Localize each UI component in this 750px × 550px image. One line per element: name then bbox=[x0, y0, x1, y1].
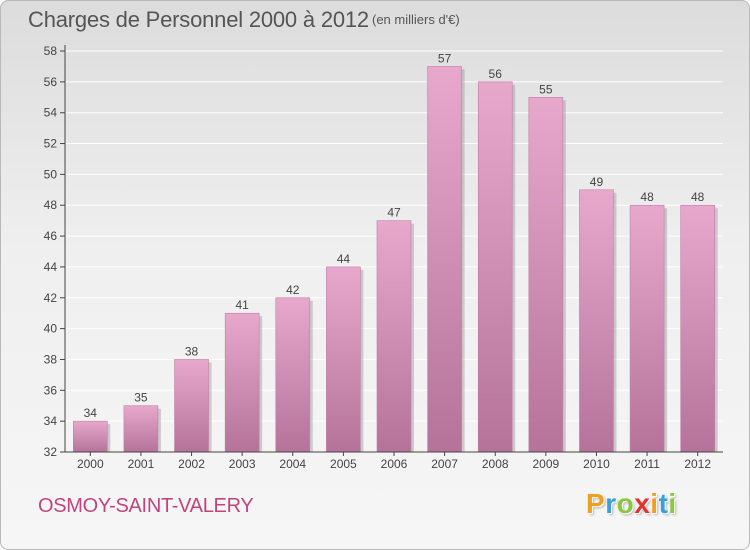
y-tick-label: 58 bbox=[44, 44, 58, 58]
x-tick-label: 2004 bbox=[279, 457, 306, 471]
data-label: 34 bbox=[84, 406, 98, 420]
y-tick-label: 46 bbox=[44, 229, 58, 243]
proxiti-logo: Proxiti bbox=[586, 488, 677, 520]
y-tick-label: 44 bbox=[44, 260, 58, 274]
bar bbox=[73, 420, 108, 453]
chart-title: Charges de Personnel 2000 à 2012 bbox=[28, 7, 369, 32]
y-tick-label: 34 bbox=[44, 414, 58, 428]
x-tick-label: 2003 bbox=[229, 457, 256, 471]
data-label: 49 bbox=[590, 175, 604, 189]
logo-letter: i bbox=[650, 488, 659, 519]
bar bbox=[680, 204, 715, 453]
y-tick-label: 32 bbox=[44, 445, 58, 459]
y-tick-label: 48 bbox=[44, 198, 58, 212]
x-tick-label: 2000 bbox=[77, 457, 104, 471]
bar bbox=[579, 189, 614, 453]
x-tick-label: 2001 bbox=[128, 457, 155, 471]
x-tick-label: 2009 bbox=[532, 457, 559, 471]
data-label: 44 bbox=[337, 252, 351, 266]
x-tick-label: 2010 bbox=[583, 457, 610, 471]
data-label: 55 bbox=[539, 82, 553, 96]
data-label: 57 bbox=[438, 51, 452, 65]
logo-letter: i bbox=[668, 488, 677, 519]
x-tick-label: 2005 bbox=[330, 457, 357, 471]
y-tick-label: 54 bbox=[44, 106, 58, 120]
x-tick-label: 2006 bbox=[381, 457, 408, 471]
commune-name: OSMOY-SAINT-VALERY bbox=[38, 495, 254, 517]
bar bbox=[427, 66, 462, 453]
data-label: 42 bbox=[286, 283, 300, 297]
y-tick-label: 36 bbox=[44, 383, 58, 397]
y-tick-label: 52 bbox=[44, 137, 58, 151]
bar bbox=[275, 297, 311, 453]
logo-letter: P bbox=[586, 488, 606, 519]
data-label: 56 bbox=[489, 67, 503, 81]
data-label: 48 bbox=[640, 190, 654, 204]
x-tick-label: 2007 bbox=[431, 457, 458, 471]
x-tick-label: 2002 bbox=[178, 457, 205, 471]
logo-letter: r bbox=[605, 488, 617, 519]
bar bbox=[629, 204, 665, 453]
logo-letter: x bbox=[634, 488, 651, 519]
bar bbox=[123, 405, 159, 453]
x-tick-label: 2011 bbox=[634, 457, 660, 471]
data-label: 47 bbox=[387, 206, 401, 220]
x-tick-label: 2012 bbox=[684, 457, 711, 471]
data-label: 38 bbox=[185, 344, 199, 358]
bar bbox=[376, 220, 412, 453]
y-tick-label: 56 bbox=[44, 75, 58, 89]
logo-letter: t bbox=[658, 488, 669, 519]
y-tick-label: 40 bbox=[44, 322, 58, 336]
x-tick-label: 2008 bbox=[482, 457, 509, 471]
bar bbox=[477, 81, 513, 453]
chart-subtitle: (en milliers d'€) bbox=[372, 12, 460, 27]
logo-letter: o bbox=[616, 488, 635, 519]
y-tick-label: 38 bbox=[44, 352, 58, 366]
data-label: 35 bbox=[134, 391, 148, 405]
data-label: 48 bbox=[691, 190, 705, 204]
bar bbox=[528, 96, 564, 453]
y-tick-label: 50 bbox=[44, 167, 58, 181]
bar bbox=[326, 266, 361, 453]
data-label: 41 bbox=[235, 298, 249, 312]
bar bbox=[174, 359, 209, 453]
bar bbox=[224, 312, 260, 453]
y-tick-label: 42 bbox=[44, 291, 58, 305]
